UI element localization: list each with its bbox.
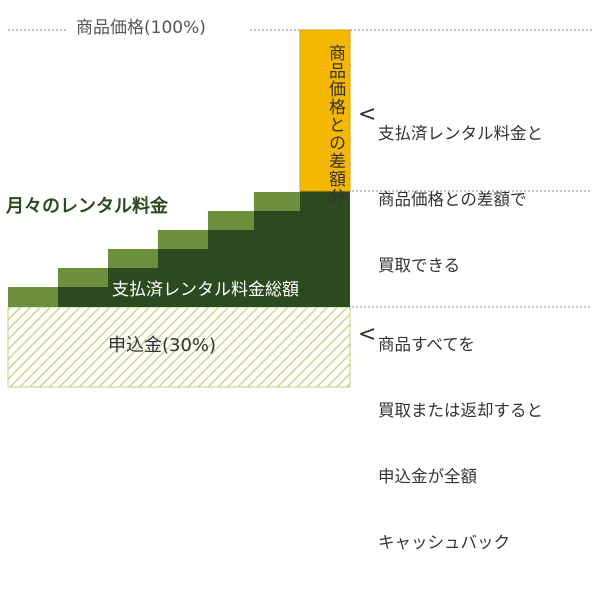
step-1 bbox=[8, 287, 58, 307]
lower-note-chevron: < bbox=[358, 322, 377, 347]
lower-note-text: 商品すべてを 買取または返却すると 申込金が全額 キャッシュバック bbox=[378, 290, 543, 598]
monthly-label: 月々のレンタル料金 bbox=[6, 196, 168, 217]
step-5 bbox=[208, 211, 254, 231]
lower-note-line-1: 商品すべてを bbox=[378, 335, 475, 354]
deposit-label: 申込金(30%) bbox=[108, 335, 217, 356]
lower-note-line-4: キャッシュバック bbox=[378, 533, 510, 552]
step-2 bbox=[58, 268, 108, 288]
step-3 bbox=[108, 249, 158, 269]
step-6 bbox=[254, 192, 300, 212]
diagram-graphic bbox=[7, 29, 592, 388]
upper-note-line-3: 買取できる bbox=[378, 256, 461, 275]
rental-buyout-diagram: 商品価格(100%) 月々のレンタル料金 支払済レンタル料金総額 申込金(30%… bbox=[6, 18, 592, 552]
step-4 bbox=[158, 230, 208, 250]
upper-note-line-1: 支払済レンタル料金と bbox=[378, 124, 543, 143]
gap-column bbox=[299, 29, 351, 192]
deposit-box bbox=[7, 306, 351, 388]
paid-total-area bbox=[58, 191, 350, 307]
upper-note-text: 支払済レンタル料金と 商品価格との差額で 買取できる bbox=[378, 79, 543, 321]
upper-note-line-2: 商品価格との差額で bbox=[378, 190, 527, 209]
upper-note-chevron: < bbox=[358, 102, 377, 127]
top-label: 商品価格(100%) bbox=[76, 18, 206, 38]
monthly-rental-steps bbox=[8, 192, 300, 307]
lower-note-line-2: 買取または返却すると bbox=[378, 401, 543, 420]
lower-note-line-3: 申込金が全額 bbox=[378, 467, 477, 486]
total-label: 支払済レンタル料金総額 bbox=[112, 280, 299, 300]
gap-label: 商品価格との差額分 bbox=[325, 44, 345, 206]
